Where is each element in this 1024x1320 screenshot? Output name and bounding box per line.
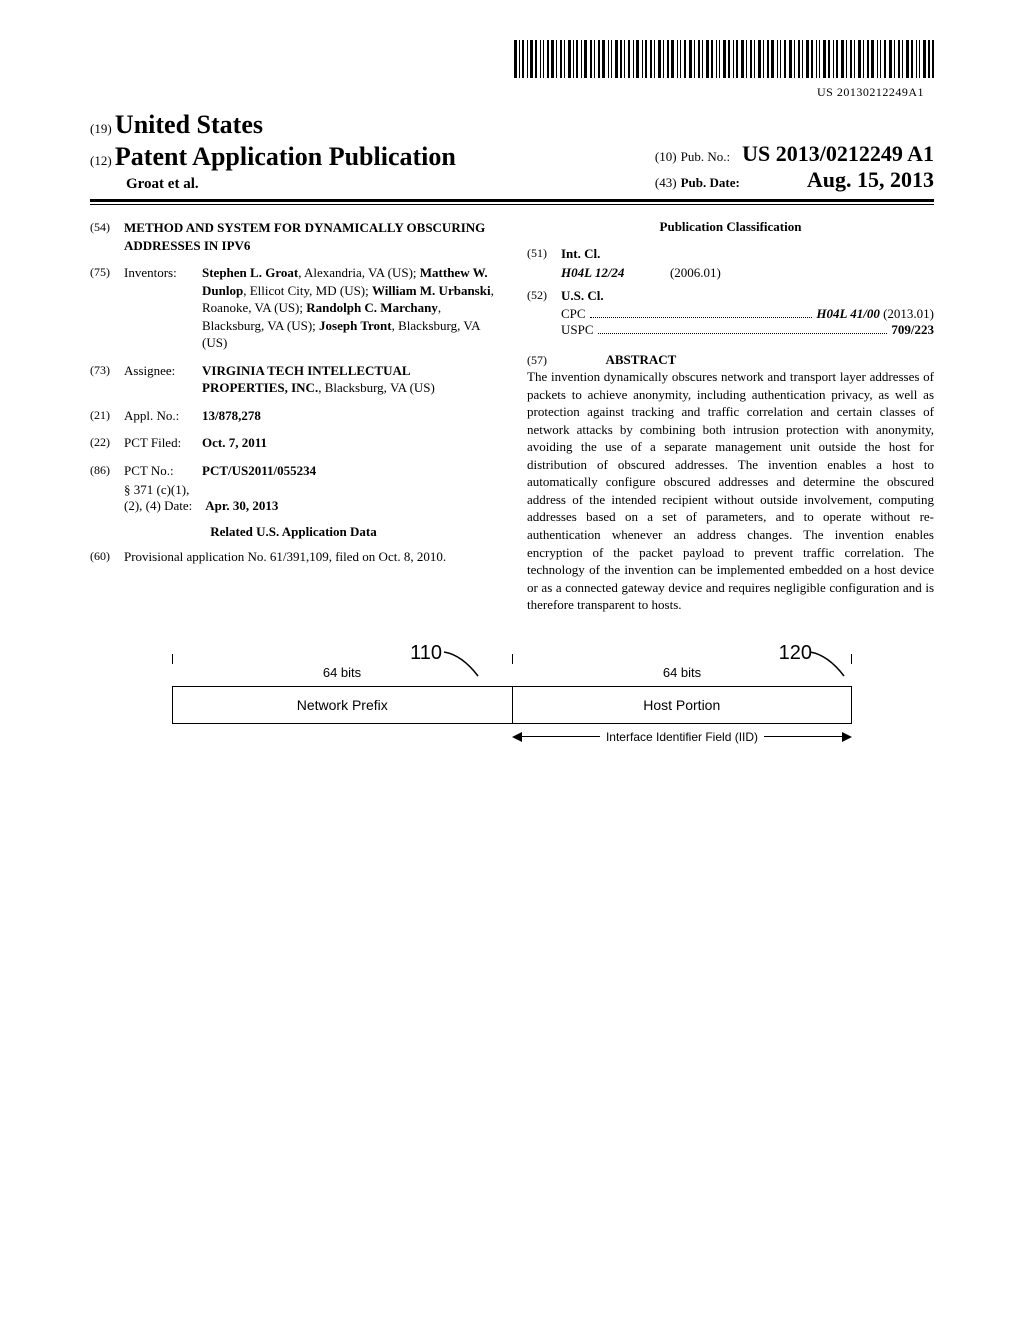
pctfiled-num: (22) <box>90 434 124 452</box>
left-column: (54) METHOD AND SYSTEM FOR DYNAMICALLY O… <box>90 219 497 614</box>
bits-left: 64 bits <box>323 665 361 680</box>
inventors-num: (75) <box>90 264 124 352</box>
abstract-text: The invention dynamically obscures netwo… <box>527 368 934 614</box>
inventors-label: Inventors: <box>124 264 202 352</box>
bits-right: 64 bits <box>663 665 701 680</box>
pubno-value: US 2013/0212249 A1 <box>742 141 934 166</box>
dotted-line <box>590 307 813 318</box>
pctfiled-label: PCT Filed: <box>124 434 202 452</box>
abstract-num: (57) <box>527 353 547 367</box>
related-text: Provisional application No. 61/391,109, … <box>124 548 497 566</box>
box-host-portion: Host Portion <box>513 687 852 723</box>
related-heading: Related U.S. Application Data <box>90 524 497 540</box>
uspc-label: USPC <box>561 322 594 338</box>
ref-120: 120 <box>779 642 812 665</box>
leader-line-icon <box>808 650 848 680</box>
country: United States <box>115 110 263 139</box>
iid-label: Interface Identifier Field (IID) <box>600 730 764 744</box>
abstract-heading: ABSTRACT <box>606 352 677 367</box>
barcode-number: US 20130212249A1 <box>90 85 934 100</box>
assignee-label: Assignee: <box>124 362 202 397</box>
intcl-num: (51) <box>527 245 561 263</box>
cpc-label: CPC <box>561 306 586 322</box>
invention-title: METHOD AND SYSTEM FOR DYNAMICALLY OBSCUR… <box>124 219 497 254</box>
figure-ipv6-address: 110 64 bits 120 64 bits Network Prefix H… <box>172 654 852 744</box>
ref-110: 110 <box>410 642 442 665</box>
pubdate-label: Pub. Date: <box>681 175 740 190</box>
intcl-code: H04L 12/24 <box>561 265 624 280</box>
leader-line-icon <box>442 650 482 680</box>
country-num: (19) <box>90 121 112 136</box>
header: (19) United States (12) Patent Applicati… <box>90 110 934 193</box>
intcl-label: Int. Cl. <box>561 245 600 263</box>
assignee-text: VIRGINIA TECH INTELLECTUAL PROPERTIES, I… <box>202 362 497 397</box>
uscl-num: (52) <box>527 287 561 305</box>
pctno-sub2-label: (2), (4) Date: <box>124 498 192 513</box>
rule-thick <box>90 199 934 202</box>
pctno-sub1: § 371 (c)(1), <box>124 482 497 498</box>
pctno-label: PCT No.: <box>124 462 202 480</box>
doc-type-num: (12) <box>90 153 112 168</box>
right-column: Publication Classification (51) Int. Cl.… <box>527 219 934 614</box>
dotted-line <box>598 323 888 334</box>
pctno-value: PCT/US2011/055234 <box>202 462 497 480</box>
pubdate-num: (43) <box>655 175 677 190</box>
uspc-value: 709/223 <box>891 322 934 338</box>
pctno-sub2-value: Apr. 30, 2013 <box>205 498 278 513</box>
box-network-prefix: Network Prefix <box>173 687 513 723</box>
arrow-left-icon <box>512 732 522 742</box>
assignee-num: (73) <box>90 362 124 397</box>
rule-thin <box>90 204 934 205</box>
authors-header: Groat et al. <box>126 176 456 193</box>
doc-type: Patent Application Publication <box>115 142 456 171</box>
inventors-text: Stephen L. Groat, Alexandria, VA (US); M… <box>202 264 497 352</box>
applno-value: 13/878,278 <box>202 407 497 425</box>
related-num: (60) <box>90 548 124 566</box>
pctno-num: (86) <box>90 462 124 480</box>
classification-heading: Publication Classification <box>527 219 934 235</box>
pubdate-value: Aug. 15, 2013 <box>807 167 934 193</box>
applno-label: Appl. No.: <box>124 407 202 425</box>
pctfiled-value: Oct. 7, 2011 <box>202 434 497 452</box>
uscl-label: U.S. Cl. <box>561 287 604 305</box>
pubno-label: Pub. No.: <box>681 149 730 164</box>
intcl-date: (2006.01) <box>670 265 721 280</box>
arrow-right-icon <box>842 732 852 742</box>
cpc-date: (2013.01) <box>883 306 934 322</box>
title-num: (54) <box>90 219 124 254</box>
cpc-value: H04L 41/00 <box>816 306 879 322</box>
barcode <box>90 40 934 83</box>
pubno-num: (10) <box>655 149 677 164</box>
applno-num: (21) <box>90 407 124 425</box>
